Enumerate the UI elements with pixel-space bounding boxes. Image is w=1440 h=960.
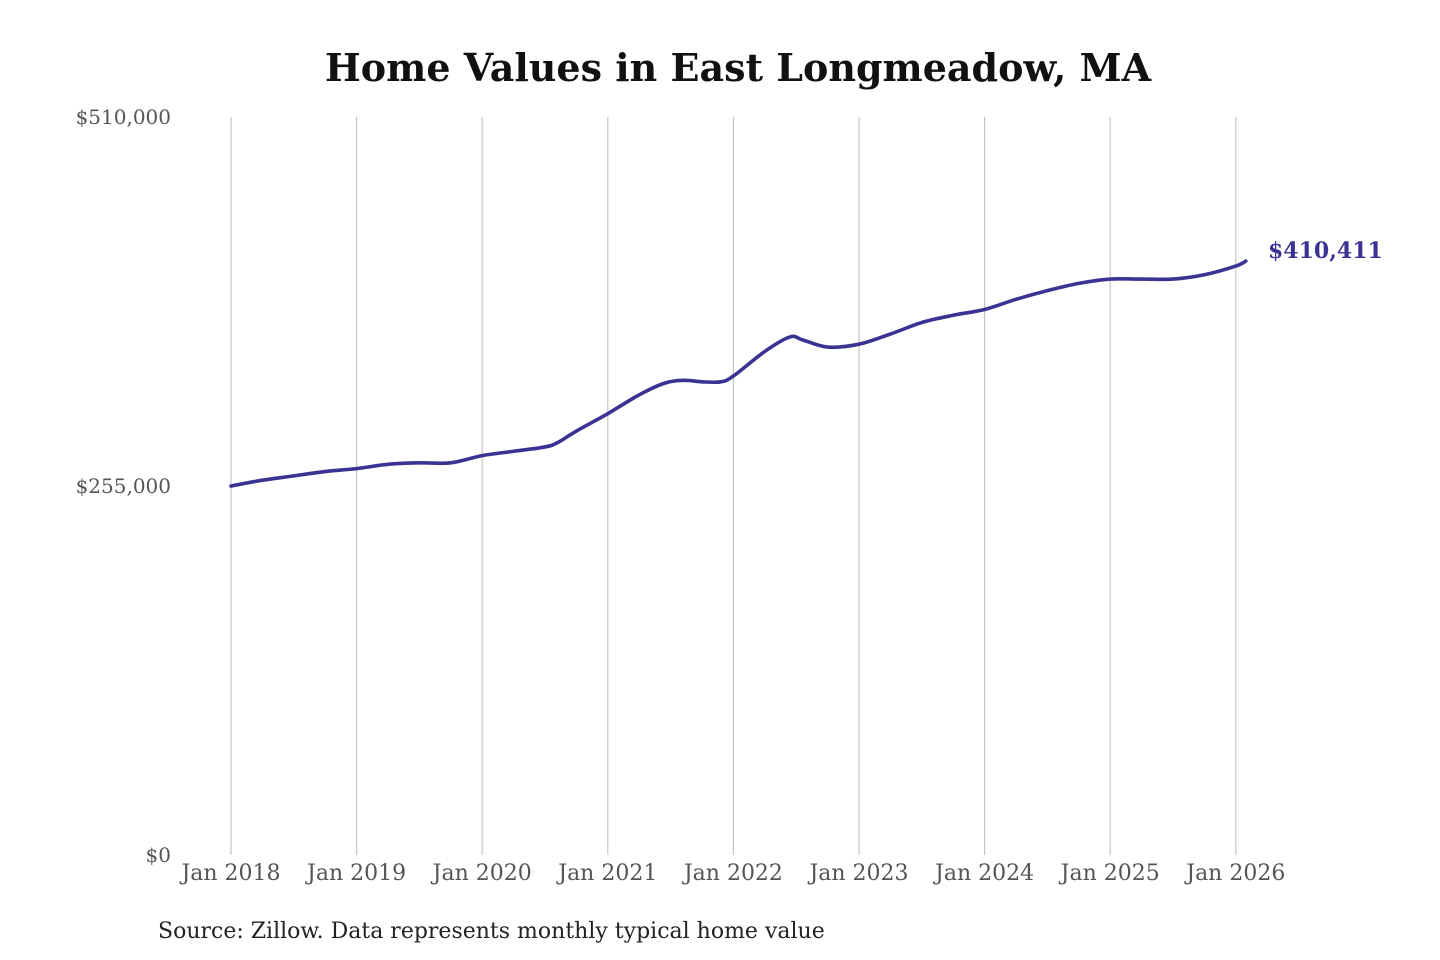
y-tick-label: $510,000 <box>76 105 171 129</box>
chart-title: Home Values in East Longmeadow, MA <box>325 45 1152 90</box>
end-value-label: $410,411 <box>1268 238 1383 264</box>
series-layer <box>229 259 1248 488</box>
x-tick-label: Jan 2019 <box>305 861 406 886</box>
y-tick-label: $0 <box>146 843 171 867</box>
x-tick-label: Jan 2026 <box>1184 861 1285 886</box>
x-tick-label: Jan 2025 <box>1059 861 1160 886</box>
x-tick-label: Jan 2022 <box>682 861 783 886</box>
x-axis-tick-labels: Jan 2018 Jan 2019 Jan 2020 Jan 2021 Jan 2022… <box>179 861 1285 886</box>
series-line-0 <box>229 259 1248 488</box>
gridlines <box>230 117 1237 855</box>
x-tick-label: Jan 2020 <box>431 861 532 886</box>
source-note: Source: Zillow. Data represents monthly … <box>158 919 825 944</box>
x-tick-label: Jan 2023 <box>807 861 908 886</box>
x-tick-label: Jan 2021 <box>556 861 657 886</box>
x-tick-label: Jan 2018 <box>179 861 280 886</box>
y-tick-label: $255,000 <box>76 474 171 498</box>
x-tick-label: Jan 2024 <box>933 861 1034 886</box>
y-axis-tick-labels: $0 $255,000 $510,000 <box>76 105 171 867</box>
